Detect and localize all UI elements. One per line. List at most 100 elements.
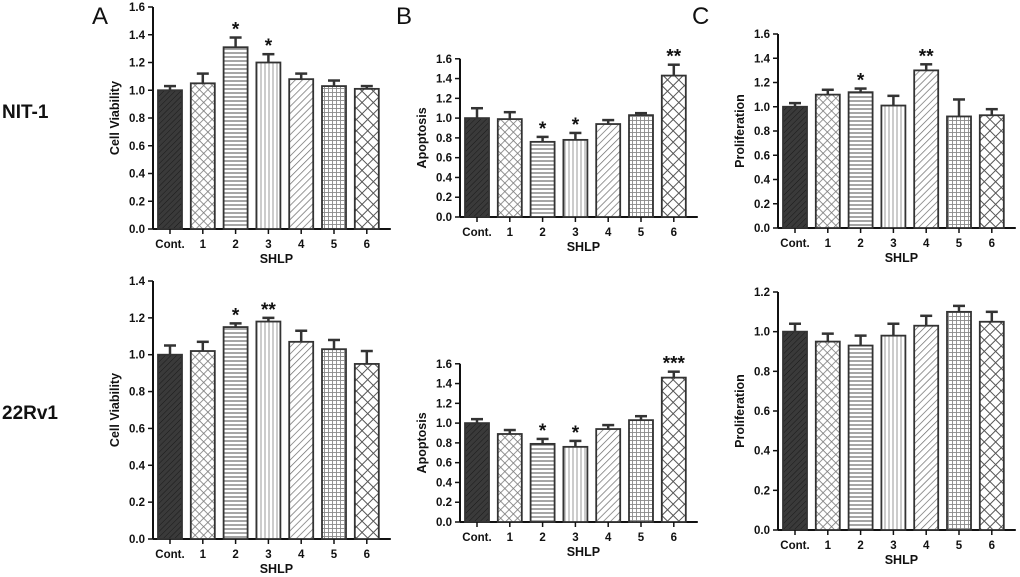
significance-marker: * <box>539 119 547 140</box>
x-tick-label: 5 <box>956 238 963 250</box>
row-label-22rv1: 22Rv1 <box>2 403 58 424</box>
y-tick-label: 1.4 <box>436 379 453 391</box>
y-tick-label: 0.8 <box>754 126 771 138</box>
x-tick-label: 2 <box>539 227 545 239</box>
y-tick-label: 0.6 <box>129 423 145 435</box>
x-tick-label: 3 <box>265 549 271 561</box>
panel-letter-b: B <box>396 3 412 30</box>
y-tick-label: 0.8 <box>436 438 453 450</box>
significance-marker: * <box>572 115 580 136</box>
y-tick-label: 1.4 <box>129 30 146 42</box>
bar-control <box>464 117 490 218</box>
y-tick-label: 0.8 <box>129 387 146 399</box>
bar-control <box>782 330 808 531</box>
bar-shlp6 <box>660 74 687 218</box>
bar-shlp1 <box>814 340 841 531</box>
y-tick-label: 1.0 <box>436 113 452 125</box>
bar-shlp6 <box>353 87 380 230</box>
x-tick-label: Cont. <box>780 540 809 552</box>
y-axis-title: Proliferation <box>733 94 747 168</box>
bar-shlp1 <box>496 118 523 218</box>
y-tick-label: 0.8 <box>436 133 453 145</box>
x-tick-label: Cont. <box>462 227 491 239</box>
x-tick-label: 1 <box>507 532 514 544</box>
bar-shlp6 <box>978 320 1005 531</box>
x-axis-title: SHLP <box>567 240 600 254</box>
x-tick-label: Cont. <box>155 239 184 251</box>
bar-shlp4 <box>288 78 315 230</box>
bar-shlp6 <box>978 114 1005 229</box>
bar-shlp4 <box>913 324 940 531</box>
y-tick-label: 0.4 <box>754 175 771 187</box>
x-tick-label: 5 <box>331 239 338 251</box>
bar-shlp3 <box>255 320 282 540</box>
x-tick-label: 3 <box>572 227 578 239</box>
x-tick-label: Cont. <box>462 532 491 544</box>
bar-shlp1 <box>189 350 216 540</box>
chart-b-22rv1: 0.0 0.2 0.4 0.6 0.8 1.0 1.2 1.4 1.6 Cont. 1 2 * 3 * 4 5 6… <box>415 354 698 559</box>
x-tick-label: Cont. <box>780 238 809 250</box>
y-tick-label: 0.0 <box>129 534 145 546</box>
y-tick-label: 0.4 <box>129 169 146 181</box>
y-tick-label: 1.6 <box>129 2 145 14</box>
significance-marker: ** <box>261 300 276 321</box>
x-tick-label: 1 <box>507 227 514 239</box>
y-tick-label: 0.6 <box>754 406 770 418</box>
significance-marker: * <box>572 423 580 444</box>
x-tick-label: 1 <box>825 540 832 552</box>
chart-c-22rv1: 0.0 0.2 0.4 0.6 0.8 1.0 1.2 Cont. 1 2 3 4 5 6 SHLP Prol… <box>733 287 1016 567</box>
bar-control <box>782 105 808 229</box>
y-tick-label: 1.4 <box>754 53 771 65</box>
x-axis-title: SHLP <box>260 252 293 266</box>
x-tick-label: 5 <box>638 532 645 544</box>
chart-a-nit1: 0.0 0.2 0.4 0.6 0.8 1.0 1.2 1.4 1.6 Cont. 1 2 * 3 * 4 5 6… <box>108 2 391 266</box>
bar-shlp3 <box>562 138 589 218</box>
x-tick-label: 1 <box>200 549 207 561</box>
y-tick-label: 1.6 <box>754 29 770 41</box>
x-tick-label: 4 <box>298 549 305 561</box>
bar-shlp5 <box>628 419 654 523</box>
y-tick-label: 1.6 <box>436 359 452 371</box>
bar-shlp3 <box>880 104 907 229</box>
x-axis-title: SHLP <box>260 562 293 576</box>
y-tick-label: 1.2 <box>754 78 770 90</box>
panel-letter-c: C <box>692 3 709 30</box>
y-tick-label: 0.2 <box>436 192 452 204</box>
bar-shlp4 <box>913 69 940 229</box>
significance-marker: ** <box>666 47 681 68</box>
significance-marker: * <box>857 71 865 92</box>
charts-layer: 0.0 0.2 0.4 0.6 0.8 1.0 1.2 1.4 1.6 Cont. 1 2 * 3 * 4 5 6… <box>108 2 1016 576</box>
panel-letter-a: A <box>92 3 108 30</box>
bar-shlp6 <box>660 376 687 523</box>
y-tick-label: 0.2 <box>129 497 145 509</box>
bar-shlp2 <box>847 91 874 229</box>
bar-shlp3 <box>562 445 589 523</box>
x-tick-label: 4 <box>298 239 305 251</box>
x-tick-label: 6 <box>989 238 995 250</box>
chart-b-nit1: 0.0 0.2 0.4 0.6 0.8 1.0 1.2 1.4 1.6 Cont. 1 2 * 3 * 4 5 6… <box>415 47 698 254</box>
y-tick-label: 0.4 <box>436 477 453 489</box>
y-axis-title: Apoptosis <box>415 107 429 168</box>
x-tick-label: 3 <box>265 239 271 251</box>
y-tick-label: 1.0 <box>129 350 145 362</box>
y-axis-title: Cell Viability <box>108 81 122 155</box>
x-tick-label: 3 <box>890 238 896 250</box>
bar-shlp3 <box>880 334 907 531</box>
bar-shlp2 <box>222 326 249 540</box>
significance-marker: * <box>265 36 273 57</box>
y-tick-label: 1.2 <box>129 58 145 70</box>
bar-shlp3 <box>255 61 282 230</box>
y-tick-label: 0.2 <box>754 199 770 211</box>
y-tick-label: 0.0 <box>129 224 145 236</box>
bar-shlp1 <box>814 93 841 229</box>
y-tick-label: 0.4 <box>436 172 453 184</box>
significance-marker: *** <box>663 354 686 375</box>
y-tick-label: 1.6 <box>436 54 452 66</box>
bar-shlp4 <box>288 340 315 540</box>
y-tick-label: 1.0 <box>129 85 145 97</box>
x-tick-label: 2 <box>857 238 863 250</box>
bar-shlp5 <box>628 114 654 218</box>
significance-marker: * <box>232 305 240 326</box>
y-tick-label: 0.2 <box>436 497 452 509</box>
x-tick-label: 2 <box>232 239 238 251</box>
